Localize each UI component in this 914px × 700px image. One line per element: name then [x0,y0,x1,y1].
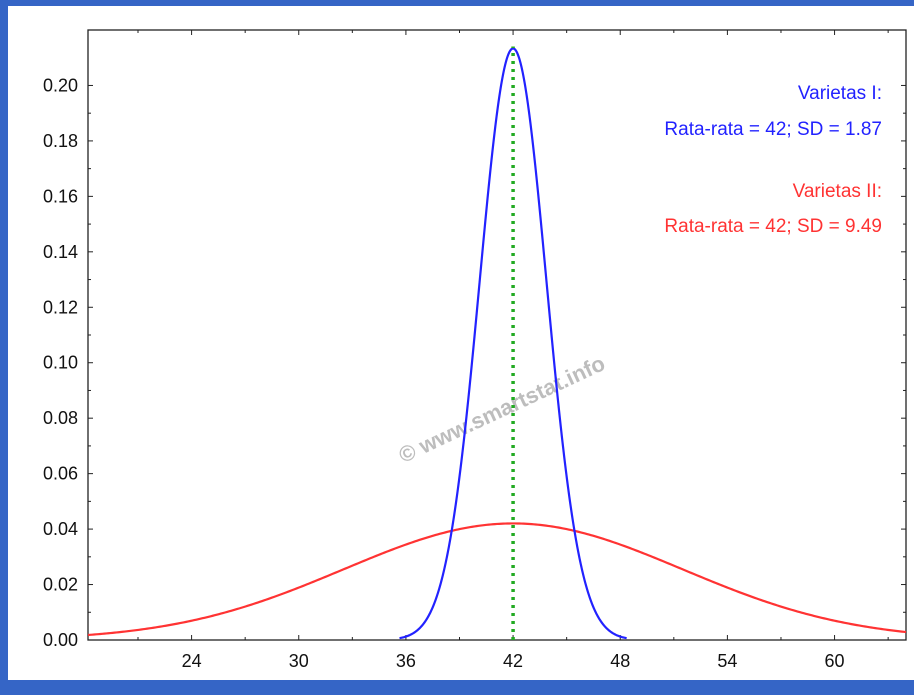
y-tick-label: 0.16 [43,186,78,206]
curves [87,46,907,640]
y-tick-label: 0.10 [43,353,78,373]
annotation-varietas-1-stats: Rata-rata = 42; SD = 1.87 [664,119,882,140]
y-tick-label: 0.08 [43,408,78,428]
y-tick-label: 0.20 [43,75,78,95]
x-tick-label: 24 [182,651,202,671]
x-tick-label: 42 [503,651,523,671]
y-tick-label: 0.00 [43,630,78,650]
x-tick-label: 60 [825,651,845,671]
y-tick-label: 0.12 [43,297,78,317]
series-line-varietas-1 [399,47,627,640]
x-tick-label: 36 [396,651,416,671]
y-tick-labels: 0.00 0.02 0.04 0.06 0.08 0.10 0.12 0.14 0.16 0.18… [43,75,78,650]
x-tick-label: 48 [610,651,630,671]
y-tick-label: 0.06 [43,464,78,484]
frame-top-border [0,0,914,6]
tick-marks [88,30,906,641]
series-line-varietas-2 [87,522,907,637]
annotation-varietas-1-title: Varietas I: [798,83,882,104]
x-tick-label: 30 [289,651,309,671]
y-tick-label: 0.18 [43,131,78,151]
annotation-varietas-2-title: Varietas II: [793,181,882,202]
frame-bottom-border [0,680,914,695]
x-tick-labels: 24 30 36 42 48 54 60 [182,651,845,671]
x-tick-label: 54 [717,651,737,671]
y-tick-label: 0.02 [43,575,78,595]
y-tick-label: 0.04 [43,519,78,539]
frame-left-border [0,0,8,695]
y-tick-label: 0.14 [43,242,78,262]
annotation-varietas-2-stats: Rata-rata = 42; SD = 9.49 [664,216,882,237]
